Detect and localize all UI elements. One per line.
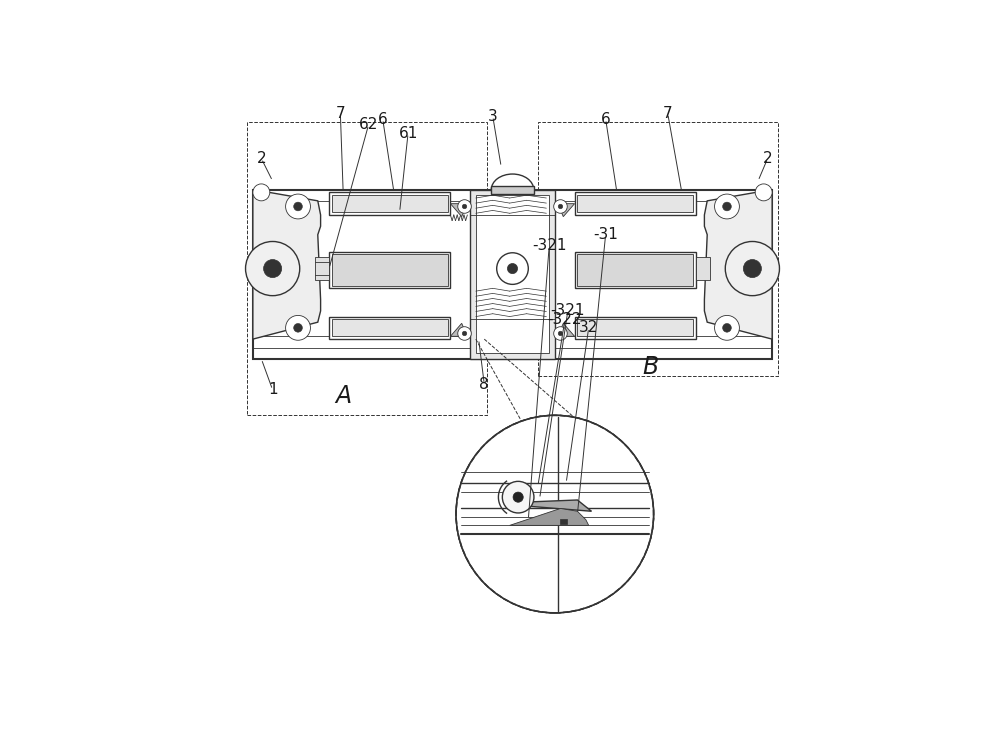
Text: 8: 8 (479, 377, 489, 391)
Circle shape (502, 482, 534, 513)
Circle shape (246, 241, 300, 295)
Circle shape (497, 253, 528, 284)
Text: 7: 7 (336, 106, 345, 121)
Bar (247, 122, 487, 416)
Bar (329, 192, 450, 215)
Circle shape (507, 263, 518, 273)
Text: B: B (643, 356, 659, 380)
Circle shape (264, 259, 282, 278)
Circle shape (755, 184, 772, 201)
Circle shape (513, 492, 523, 502)
Text: -31: -31 (593, 227, 618, 242)
Bar (491, 185, 534, 194)
Circle shape (558, 205, 563, 209)
Circle shape (456, 416, 654, 613)
Text: 2: 2 (763, 151, 772, 166)
Bar (560, 519, 567, 524)
Polygon shape (507, 500, 592, 512)
Circle shape (458, 327, 471, 340)
Bar (577, 195, 693, 212)
Bar (575, 317, 696, 339)
Circle shape (743, 259, 761, 278)
Polygon shape (558, 204, 575, 217)
Text: 6: 6 (601, 111, 611, 127)
Polygon shape (704, 190, 772, 339)
Text: 7: 7 (663, 106, 673, 121)
Circle shape (462, 205, 467, 209)
Circle shape (554, 327, 567, 340)
Text: 6: 6 (378, 111, 388, 127)
Bar (329, 251, 450, 288)
Polygon shape (450, 204, 467, 217)
Text: 32: 32 (579, 320, 598, 335)
Circle shape (558, 331, 563, 336)
Circle shape (253, 184, 270, 201)
Circle shape (723, 202, 731, 211)
Text: -321: -321 (551, 303, 585, 318)
Text: 1: 1 (268, 383, 277, 397)
Text: 62: 62 (359, 117, 378, 132)
Bar (332, 195, 448, 212)
Circle shape (725, 241, 779, 295)
Circle shape (294, 202, 302, 211)
Bar (253, 190, 772, 359)
Circle shape (715, 315, 739, 340)
Bar (577, 254, 693, 286)
Circle shape (715, 194, 739, 219)
Circle shape (723, 323, 731, 332)
Bar (315, 257, 329, 280)
Bar (696, 257, 710, 280)
Polygon shape (558, 323, 575, 336)
Circle shape (294, 323, 302, 332)
Bar (476, 195, 549, 353)
Text: 3: 3 (488, 108, 498, 124)
Bar (538, 122, 778, 376)
Text: 61: 61 (398, 125, 418, 141)
Text: -321: -321 (532, 238, 566, 254)
Circle shape (462, 331, 467, 336)
Text: 2: 2 (257, 151, 266, 166)
Circle shape (456, 416, 654, 613)
Circle shape (458, 199, 471, 213)
Bar (332, 320, 448, 336)
Text: A: A (335, 383, 351, 408)
Bar (329, 317, 450, 339)
Circle shape (554, 199, 567, 213)
Bar (470, 190, 555, 359)
Bar (332, 254, 448, 286)
Bar (577, 320, 693, 336)
Bar (575, 251, 696, 288)
Polygon shape (450, 323, 467, 336)
Polygon shape (253, 190, 321, 339)
Polygon shape (510, 509, 589, 526)
Circle shape (286, 315, 310, 340)
Text: -322: -322 (548, 312, 582, 327)
Circle shape (286, 194, 310, 219)
Bar (575, 192, 696, 215)
